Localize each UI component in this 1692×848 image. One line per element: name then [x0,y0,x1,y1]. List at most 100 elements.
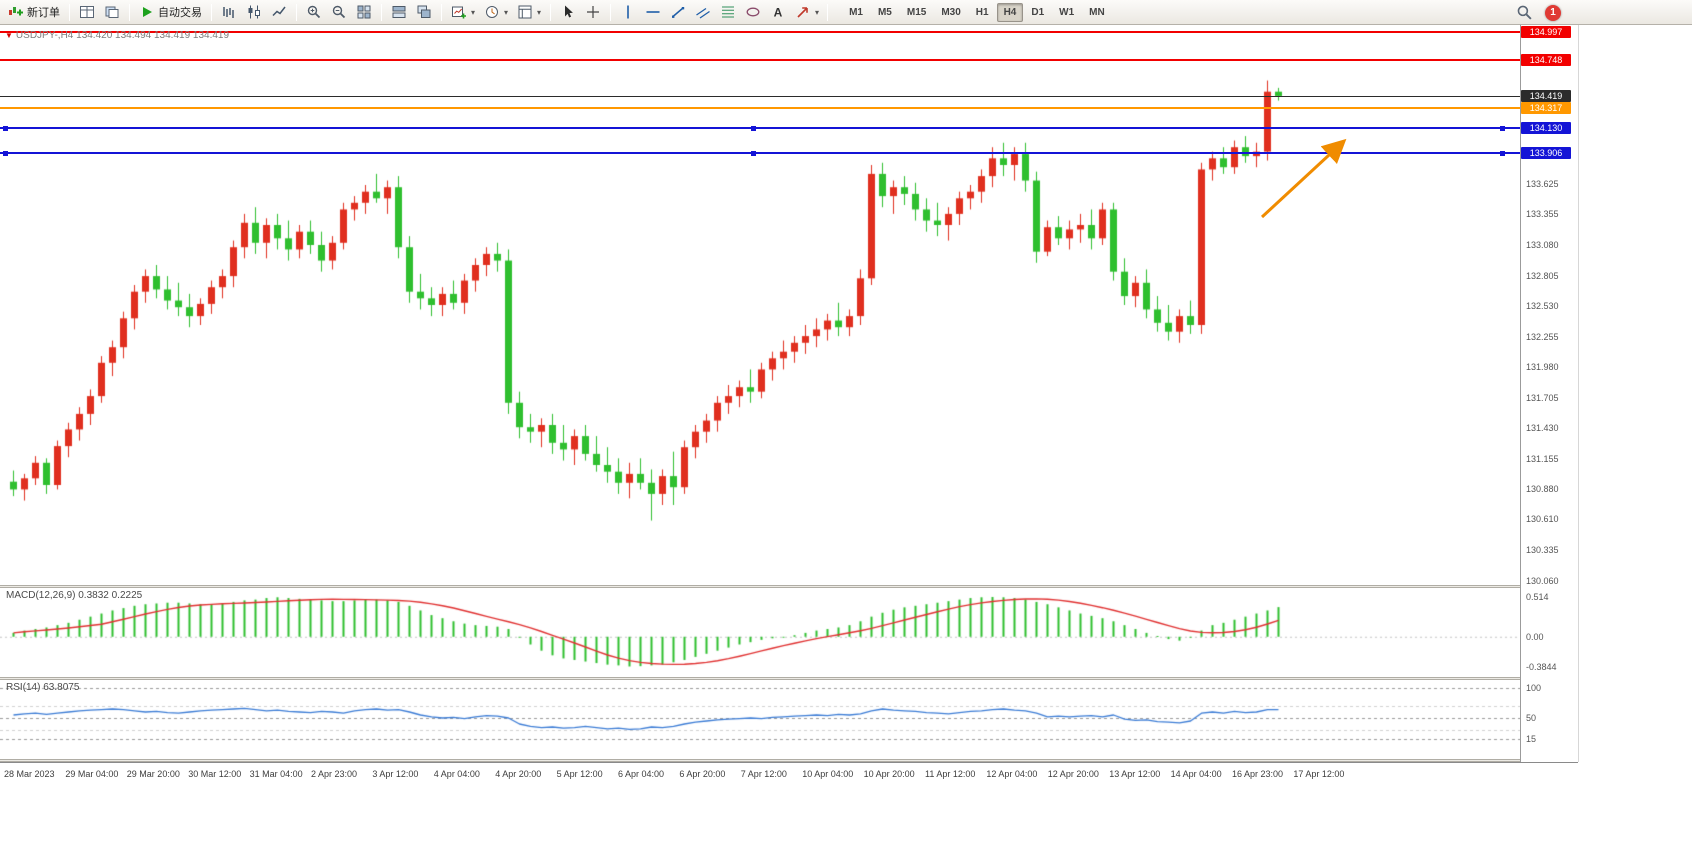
shapes-icon [746,7,760,17]
search-button[interactable] [1512,2,1537,23]
current-price-line[interactable] [0,95,1520,97]
timeframe-button-m15[interactable]: M15 [906,6,927,18]
cursor-button[interactable] [556,2,580,23]
line-drag-handle[interactable] [3,150,8,156]
toolbar-separator [550,3,552,21]
toolbar-separator [69,3,70,21]
line-drag-handle[interactable] [3,125,8,131]
trend-arrow-annotation[interactable] [1235,123,1375,238]
time-axis[interactable]: 28 Mar 2023 29 Mar 04:00 29 Mar 20:00 30 Ma… [0,762,1578,786]
auto-trading-button-label: 自动交易 [158,7,202,19]
channel-button[interactable] [691,2,715,23]
timeframe-button-d1[interactable]: D1 [1031,6,1045,18]
caret-down-icon: ▾ [815,7,820,17]
candles-chart-icon [248,5,260,19]
line-drag-handle[interactable] [751,150,756,156]
timeframe-button-m1[interactable]: M1 [849,6,863,18]
toolbar-separator [610,3,612,21]
arrows-dropdown[interactable]: ▾ [791,2,823,23]
line-chart-button[interactable] [267,2,291,23]
line-drag-handle[interactable] [1500,150,1505,156]
time-axis-label: 10 Apr 20:00 [863,769,915,779]
horizontal-line-134.748[interactable] [0,58,1520,61]
time-axis-label: 3 Apr 12:00 [372,769,419,779]
zoom-in-icon [307,5,321,19]
tile-icon [357,5,371,19]
zoom-in-button[interactable] [302,2,326,23]
arrange-windows-button[interactable] [387,2,411,23]
line-drag-handle[interactable] [1500,125,1505,131]
arrange-icon [392,6,406,18]
time-axis-label: 13 Apr 12:00 [1109,769,1161,779]
price-badge-134.748: 134.748 [1521,53,1571,66]
price-scale-label: 133.355 [1526,209,1559,220]
timeframe-button-h1[interactable]: H1 [975,6,989,18]
crosshair-button[interactable] [581,2,605,23]
horizontal-line-button[interactable] [641,2,665,23]
price-scale-label: 131.155 [1526,453,1559,464]
vline-icon [627,5,629,19]
candle-chart-button[interactable] [242,2,266,23]
horizontal-line-134.130[interactable] [0,127,1520,130]
time-axis-label: 17 Apr 12:00 [1293,769,1345,779]
text-button[interactable]: A [766,2,790,23]
caret-down-icon: ▾ [471,7,476,17]
time-axis-label: 28 Mar 2023 [4,769,55,779]
price-badge-134.317: 134.317 [1521,101,1571,114]
price-badge-134.419: 134.419 [1521,90,1571,103]
template-icon [518,5,532,19]
caret-down-icon: ▾ [504,7,509,17]
price-scale-separator [1520,25,1521,762]
toolbar-right-group: 1 [1512,2,1561,23]
trendline-icon [672,7,685,18]
notification-badge[interactable]: 1 [1545,4,1561,21]
fibonacci-button[interactable] [716,2,740,23]
time-axis-label: 29 Mar 04:00 [65,769,119,779]
fibo-icon [722,6,735,18]
cascade-windows-button[interactable] [412,2,436,23]
macd-indicator-canvas[interactable] [0,588,1520,677]
vertical-line-button[interactable] [616,2,640,23]
macd-label: MACD(12,26,9) 0.3832 0.2225 [6,590,143,601]
tile-windows-button[interactable] [352,2,376,23]
horizontal-line-133.906[interactable] [0,152,1520,155]
horizontal-line-134.997[interactable] [0,31,1520,33]
timeframe-button-h4[interactable]: H4 [996,2,1024,22]
price-scale-label: 130.060 [1526,575,1559,586]
line-drag-handle[interactable] [751,125,756,131]
time-axis-label: 6 Apr 20:00 [679,769,726,779]
profiles-button[interactable] [100,2,124,23]
timeframe-toolbar: M1 M5 M15 M30 H1 H4 D1 W1 MN [842,2,1112,22]
macd-panel-resize-handle[interactable] [0,585,1520,588]
arrow-ne-icon [797,7,808,18]
bar-chart-button[interactable] [217,2,241,23]
main-toolbar: 新订单 自动交易 ▾ ▾ ▾ A ▾ M1 M5 M15 M30 H1 H4 D1 W1 MN 1 [0,0,1692,25]
template-dropdown[interactable]: ▾ [513,2,545,23]
toolbar-separator [129,3,130,21]
time-axis-resize-handle[interactable] [0,759,1520,762]
timeframe-button-mn[interactable]: MN [1089,6,1105,18]
zoom-out-button[interactable] [327,2,351,23]
horizontal-line-134.317[interactable] [0,106,1520,109]
period-dropdown[interactable]: ▾ [480,2,512,23]
rsi-panel-resize-handle[interactable] [0,677,1520,680]
price-scale-label: 133.080 [1526,240,1559,250]
rsi-indicator-canvas[interactable] [0,680,1520,759]
shapes-button[interactable] [741,2,765,23]
hline-icon [646,11,660,13]
toolbar-separator [296,3,297,21]
timeframe-button-m30[interactable]: M30 [941,6,961,18]
caret-down-icon: ▾ [537,7,542,17]
timeframe-button-w1[interactable]: W1 [1059,6,1075,18]
main-chart-canvas[interactable] [0,25,1520,585]
chart-add-icon [452,6,466,19]
new-chart-dropdown[interactable]: ▾ [447,2,479,23]
rsi-scale-label: 100 [1526,683,1542,693]
rsi-scale-label: 50 [1526,713,1537,723]
trendline-button[interactable] [666,2,690,23]
crosshair-icon [587,6,600,18]
auto-trading-button[interactable]: 自动交易 [135,2,206,23]
timeframe-button-m5[interactable]: M5 [877,6,892,18]
charts-window-button[interactable] [75,2,99,23]
new-order-button[interactable]: 新订单 [4,2,64,23]
